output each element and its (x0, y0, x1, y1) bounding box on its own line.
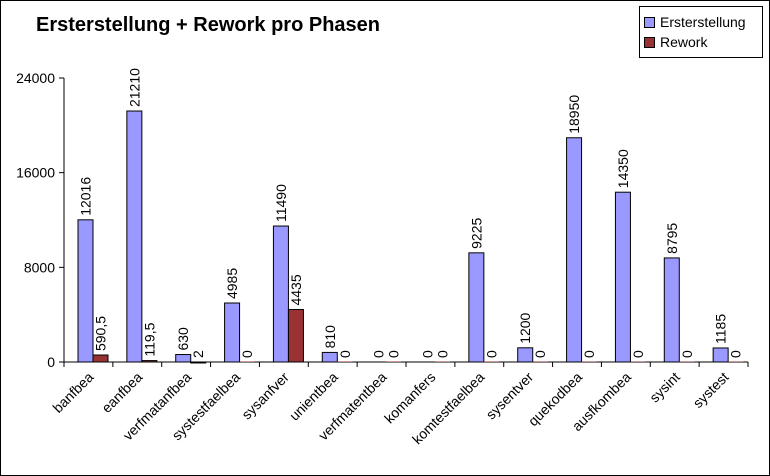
data-label-ersterstellung: 1200 (517, 312, 533, 343)
data-label-rework: 0 (679, 350, 695, 358)
bar-rework (337, 361, 353, 362)
legend-label-ersterstellung: Ersterstellung (660, 14, 746, 30)
data-label-ersterstellung: 0 (371, 350, 387, 358)
bar-ersterstellung (566, 137, 583, 363)
data-label-rework: 2 (190, 350, 206, 358)
data-label-rework: 0 (435, 350, 451, 358)
legend-label-rework: Rework (660, 34, 708, 50)
data-label-ersterstellung: 8795 (664, 223, 680, 254)
bar-rework (728, 361, 744, 362)
data-label-ersterstellung: 14350 (615, 149, 631, 188)
legend-swatch-ersterstellung (644, 16, 655, 28)
data-label-rework: 0 (337, 350, 353, 358)
y-tick-label: 8000 (24, 259, 55, 275)
x-category-label: banfbea (49, 369, 96, 416)
data-label-ersterstellung: 0 (420, 350, 436, 358)
y-tick-label: 24000 (16, 70, 55, 86)
data-label-ersterstellung: 21210 (126, 68, 142, 107)
data-label-rework: 0 (581, 350, 597, 358)
bar-ersterstellung (663, 257, 680, 363)
bar-ersterstellung (614, 191, 631, 363)
bar-rework (581, 361, 597, 362)
x-category-label: sysint (646, 369, 683, 406)
data-label-rework: 0 (532, 350, 548, 358)
bar-ersterstellung (712, 347, 729, 363)
bar-rework (239, 361, 255, 362)
data-label-rework: 0 (630, 350, 646, 358)
data-label-ersterstellung: 4985 (224, 268, 240, 299)
legend: Ersterstellung Rework (639, 6, 763, 58)
x-category-label: sysanfver (238, 369, 292, 423)
data-label-rework: 590,5 (93, 316, 109, 351)
bar-rework (190, 361, 207, 364)
legend-swatch-rework (644, 36, 655, 48)
bar-rework (483, 361, 499, 362)
bar-ersterstellung (126, 110, 143, 363)
bar-ersterstellung (468, 252, 485, 363)
bar-ersterstellung (77, 219, 94, 363)
x-category-label: systest (690, 369, 732, 411)
data-label-ersterstellung: 9225 (468, 217, 484, 248)
bar-rework (679, 361, 695, 362)
chart-title: Ersterstellung + Rework pro Phasen (36, 14, 380, 36)
bar-rework (435, 361, 450, 362)
bar-ersterstellung (321, 351, 338, 363)
bar-ersterstellung (517, 347, 534, 363)
y-tick-label: 16000 (16, 165, 55, 181)
data-label-rework: 0 (483, 350, 499, 358)
data-label-rework: 0 (239, 350, 255, 358)
bar-ersterstellung (272, 225, 289, 363)
data-label-ersterstellung: 12016 (78, 177, 94, 216)
bar-rework (92, 354, 109, 363)
data-label-rework: 0 (728, 350, 744, 358)
bar-rework (287, 309, 304, 363)
x-category-label: eanfbea (98, 369, 145, 416)
bar-ersterstellung (224, 302, 241, 363)
data-label-ersterstellung: 810 (322, 325, 338, 349)
data-label-ersterstellung: 1185 (713, 314, 729, 344)
bar-rework (386, 361, 402, 362)
bar-rework (532, 361, 548, 362)
data-label-rework: 4435 (288, 274, 304, 305)
data-label-ersterstellung: 11490 (273, 184, 289, 222)
legend-item-rework: Rework (644, 33, 707, 51)
y-tick-label: 0 (47, 354, 55, 370)
bar-rework (630, 361, 646, 362)
bar-rework (141, 360, 158, 363)
data-label-rework: 0 (386, 350, 402, 358)
data-label-ersterstellung: 630 (175, 327, 191, 351)
legend-item-ersterstellung: Ersterstellung (644, 13, 746, 31)
data-label-ersterstellung: 18950 (566, 95, 582, 134)
bar-ersterstellung (175, 354, 192, 363)
data-label-rework: 119,5 (141, 322, 157, 356)
